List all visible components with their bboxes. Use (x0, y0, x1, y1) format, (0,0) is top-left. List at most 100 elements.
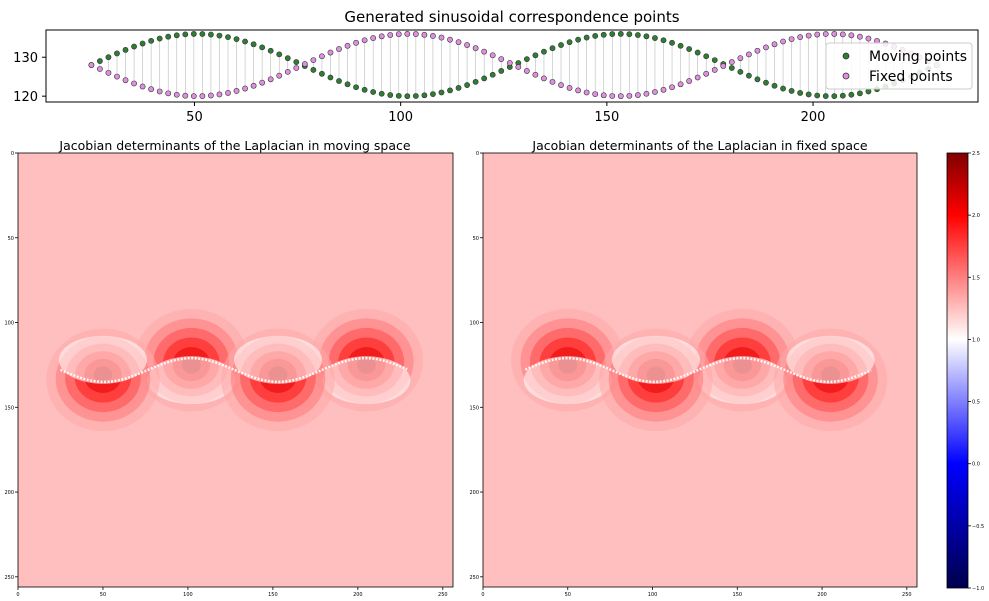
fixed-point (481, 48, 488, 55)
moving-point (660, 37, 667, 44)
moving-point (822, 93, 829, 99)
moving-point (686, 46, 693, 52)
moving-point (361, 86, 368, 93)
fixed-point (728, 59, 735, 65)
heatmap-fixed-ticks: 0 50 100 150 200 250 0 50 100 150 200 250 (469, 151, 911, 598)
fixed-point (541, 75, 547, 82)
scatter-x-tick-label: 50 (186, 110, 203, 125)
colorbar-tick-label: −1.0 (972, 586, 984, 592)
colorbar-tick-label: 0.0 (972, 462, 980, 468)
fixed-point (122, 77, 129, 84)
heatmap-low-region (523, 356, 612, 405)
fixed-point (208, 92, 214, 99)
moving-point (865, 88, 872, 95)
colorbar-ticks: 2.5 2.0 1.5 1.0 0.5 0.0 −0.5 −1.0 (968, 151, 984, 592)
fixed-point (788, 36, 795, 43)
heatmap-x-tick-label: 150 (733, 592, 743, 598)
moving-point (310, 67, 317, 73)
fixed-point (745, 51, 752, 58)
fixed-point (532, 71, 539, 78)
moving-point (327, 74, 334, 81)
moving-point (788, 88, 795, 94)
moving-point (848, 91, 855, 98)
moving-point (814, 92, 821, 99)
moving-point (532, 52, 539, 59)
fixed-point (404, 30, 411, 37)
fixed-point (677, 81, 684, 88)
fixed-point (370, 35, 377, 41)
heatmap-x-tick-label: 0 (481, 592, 484, 598)
colorbar: 2.5 2.0 1.5 1.0 0.5 0.0 −0.5 −1.0 (946, 151, 984, 592)
heatmap-x-tick-label: 0 (16, 592, 19, 598)
heatmap-x-tick-label: 50 (100, 592, 106, 598)
fixed-point (506, 60, 513, 66)
scatter-x-tick-label: 100 (388, 110, 413, 125)
fixed-point (763, 44, 769, 51)
heatmap-fixed-image (483, 153, 917, 587)
fixed-point (156, 88, 163, 95)
fixed-point (814, 31, 821, 38)
moving-point (472, 78, 479, 85)
moving-point (464, 82, 470, 88)
heatmap-band (524, 356, 872, 384)
fixed-point (165, 90, 172, 97)
moving-point (216, 32, 223, 39)
moving-point (97, 58, 103, 64)
heatmap-x-tick-label: 250 (438, 592, 448, 598)
moving-point (173, 32, 180, 39)
fixed-point (686, 78, 693, 84)
fixed-point (233, 88, 240, 94)
fixed-point (498, 56, 505, 63)
fixed-point (267, 76, 274, 83)
moving-point (780, 85, 786, 92)
moving-point (745, 72, 752, 79)
moving-point (430, 91, 436, 98)
fixed-point (199, 93, 206, 99)
fixed-point (310, 57, 317, 64)
moving-point (626, 31, 633, 38)
fixed-point (173, 91, 180, 98)
fixed-point (259, 79, 266, 86)
moving-point (122, 46, 129, 53)
fixed-point (276, 72, 283, 79)
scatter-title: Generated sinusoidal correspondence poin… (344, 8, 679, 26)
scatter-x-ticks: 50 100 150 200 (186, 102, 825, 125)
fixed-point (225, 90, 231, 96)
fixed-point (412, 31, 419, 37)
moving-point (344, 81, 351, 88)
moving-point (669, 39, 675, 46)
colorbar-tick-label: 2.0 (972, 213, 980, 219)
moving-point (131, 43, 137, 50)
fixed-point (327, 49, 334, 56)
fixed-point (395, 31, 402, 38)
scatter-x-tick-label: 150 (594, 110, 619, 125)
fixed-point (378, 33, 385, 40)
fixed-point (114, 73, 120, 80)
fixed-point (319, 53, 325, 60)
heatmap-x-tick-label: 150 (268, 592, 278, 598)
fixed-point (634, 92, 641, 98)
heatmap-low-region (147, 356, 236, 405)
moving-point (600, 31, 607, 38)
fixed-point (353, 39, 359, 46)
moving-point (455, 84, 462, 91)
heatmap-y-tick-label: 0 (476, 151, 479, 157)
moving-point (421, 92, 428, 99)
legend-label-moving: Moving points (869, 49, 967, 65)
fixed-point (617, 93, 624, 100)
heatmap-low-region (233, 335, 322, 384)
moving-point (225, 34, 231, 41)
heatmap-fixed-frame (482, 152, 918, 588)
moving-point (293, 59, 300, 65)
fixed-point (575, 87, 582, 94)
moving-point (395, 92, 402, 99)
heatmap-y-tick-label: 150 (469, 405, 479, 411)
moving-point (182, 31, 189, 38)
fixed-point (805, 32, 812, 39)
moving-point (737, 68, 744, 75)
heatmap-y-tick-label: 150 (4, 405, 14, 411)
fixed-point (515, 64, 522, 70)
fixed-point (609, 93, 616, 99)
heatmap-y-tick-label: 200 (469, 490, 479, 496)
colorbar-tick-label: −0.5 (972, 524, 984, 530)
